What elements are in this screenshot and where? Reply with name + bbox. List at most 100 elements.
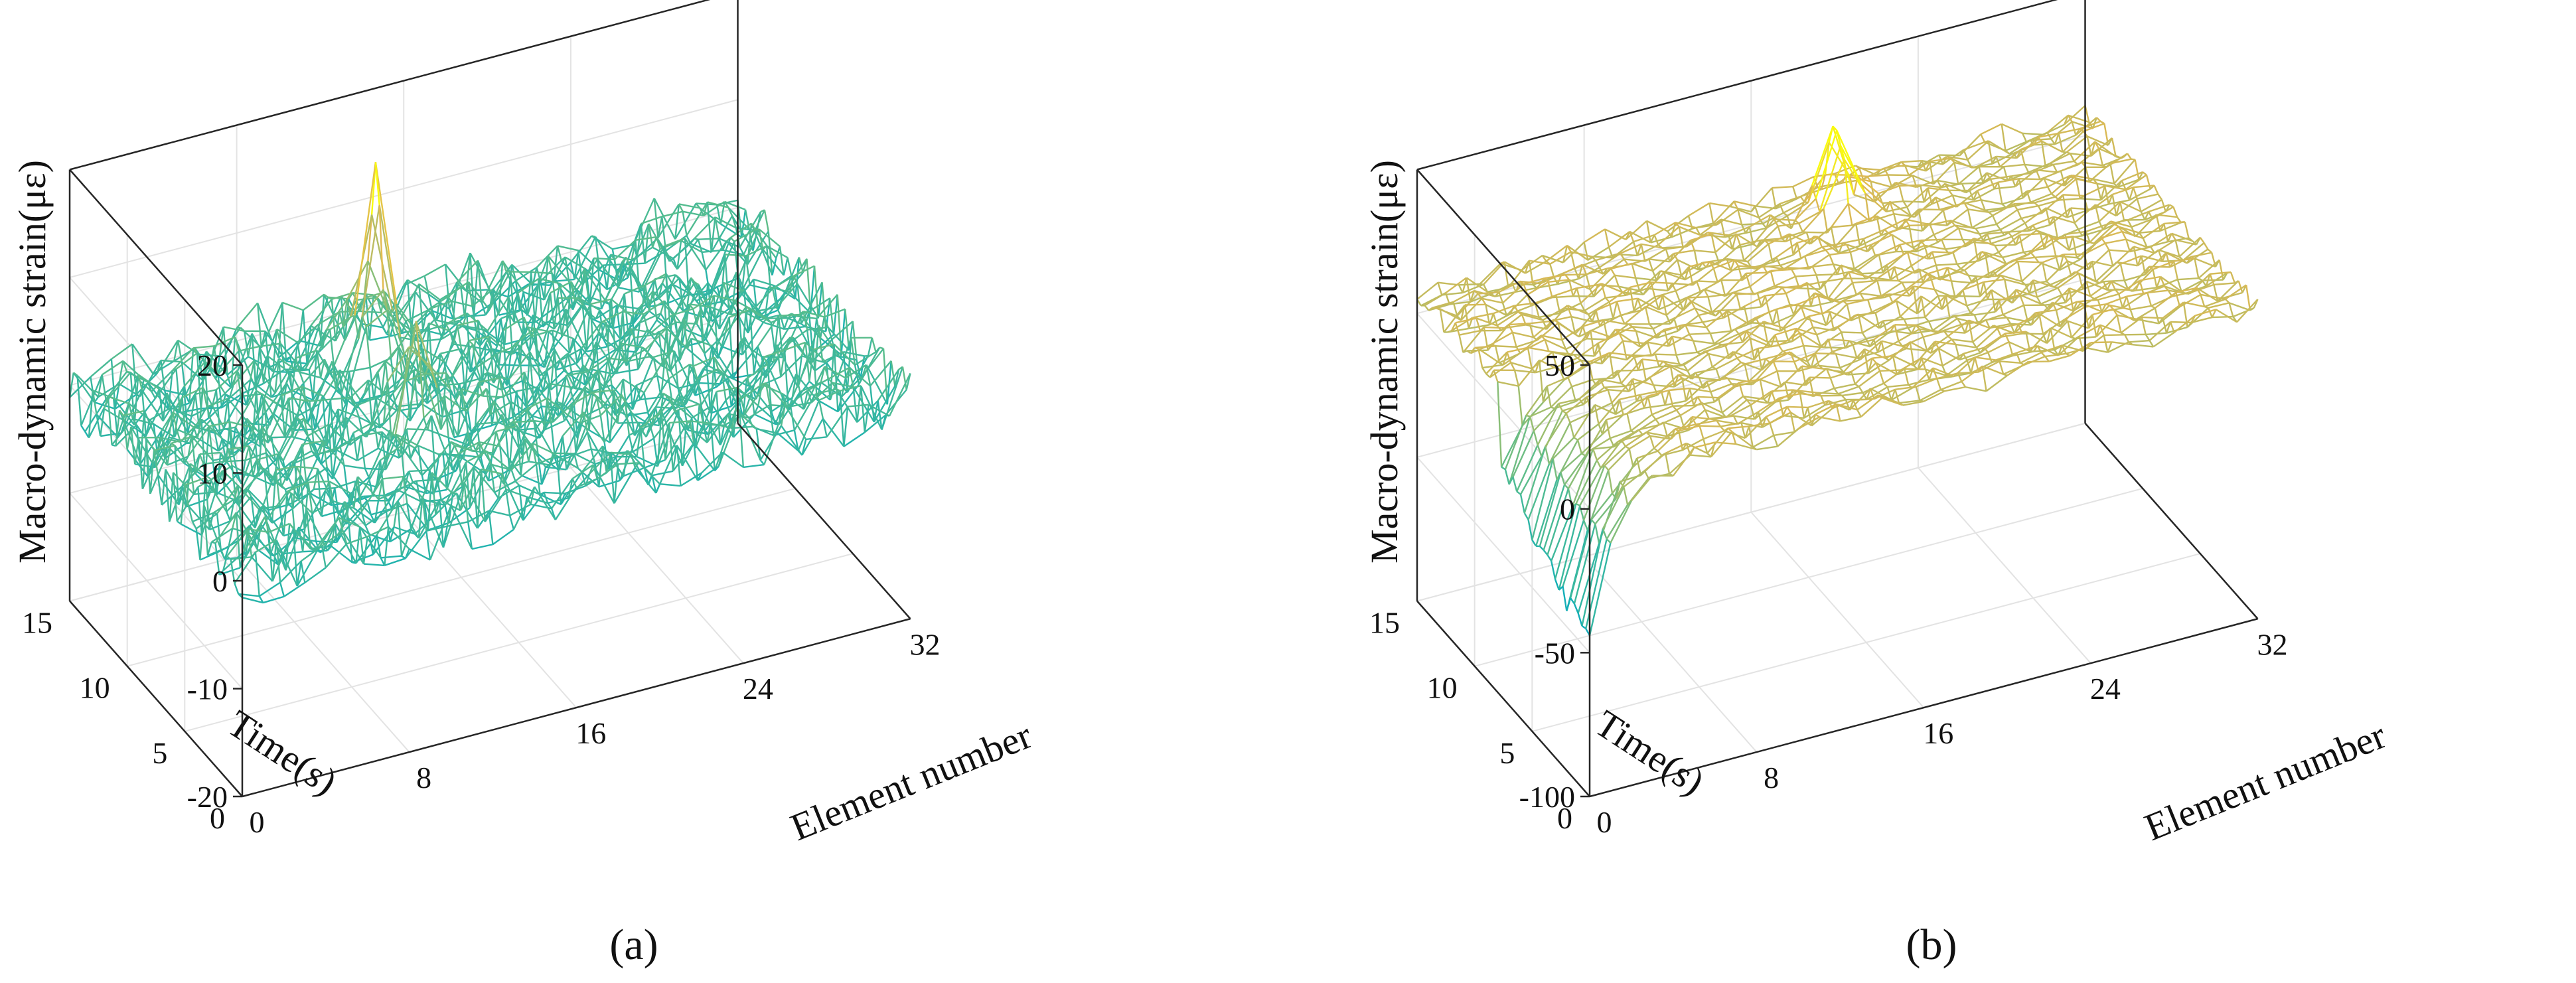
surface-mark: [1571, 315, 1593, 323]
surface-mark: [2049, 207, 2072, 226]
surface-mark: [2129, 187, 2135, 200]
surface-mark: [477, 320, 483, 386]
x-tick-label: 0: [250, 805, 265, 839]
surface-mark: [592, 464, 615, 504]
surface-mark: [1635, 277, 1657, 281]
surface-mark: [459, 482, 465, 511]
surface-mark: [1521, 254, 1543, 271]
surface-mark: [280, 386, 303, 397]
surface-mark: [1596, 301, 1618, 311]
surface-mark: [218, 567, 241, 575]
surface-mark: [1859, 293, 1865, 301]
surface-mark: [2018, 234, 2024, 253]
surface-mark: [866, 364, 888, 405]
surface-mark: [1802, 208, 1825, 233]
surface-mark: [706, 202, 712, 253]
surface-mark: [1755, 317, 1761, 326]
surface-mark: [463, 325, 485, 331]
surface-mark: [1610, 352, 1631, 356]
surface-mark: [546, 352, 569, 372]
surface-mark: [372, 534, 378, 555]
surface-mark: [1583, 242, 1589, 261]
surface-mark: [1569, 412, 1592, 423]
surface-mark: [670, 338, 692, 372]
surface-mark: [1576, 287, 1582, 304]
surface-mark: [1878, 254, 1884, 273]
surface-mark: [1483, 326, 1505, 329]
surface-mark: [1547, 376, 1568, 387]
surface-mark: [177, 339, 200, 355]
surface-mark: [206, 479, 212, 500]
surface-mark: [1975, 276, 1981, 297]
surface-mark: [558, 423, 581, 471]
surface-mark: [1504, 261, 1526, 274]
surface-mark: [699, 382, 720, 385]
surface-mark: [832, 382, 837, 390]
surface-mark: [445, 372, 451, 390]
surface-mark: [585, 304, 591, 352]
grid-line: [236, 556, 410, 753]
surface-mark: [1616, 301, 1622, 316]
surface-mark: [1652, 253, 1675, 271]
surface-mark: [777, 432, 799, 451]
surface-mark: [489, 335, 512, 356]
surface-mark: [824, 366, 830, 380]
surface-mark: [801, 439, 807, 455]
surface-mark: [2052, 216, 2058, 238]
surface-mark: [1992, 153, 2014, 165]
surface-mark: [1544, 339, 1550, 352]
z-axis-label: Macro-dynamic strain(με): [11, 160, 54, 564]
x-tick-label: 24: [743, 672, 773, 706]
surface-mark: [484, 427, 506, 474]
surface-mark: [263, 398, 286, 437]
surface-mark: [2017, 205, 2039, 211]
surface-mark: [1651, 281, 1672, 285]
surface-mark: [331, 432, 354, 480]
surface-mark: [1601, 355, 1607, 364]
surface-mark: [1450, 322, 1456, 331]
surface-mark: [757, 315, 780, 347]
surface-mark: [502, 371, 525, 398]
surface-mark: [1537, 403, 1560, 446]
surface-mark: [2076, 178, 2097, 185]
surface-mark: [1506, 352, 1512, 363]
surface-mark: [232, 360, 255, 386]
surface-mark: [173, 340, 179, 362]
surface-mark: [1876, 280, 1882, 297]
surface-mark: [2127, 219, 2133, 228]
surface-mark: [2001, 197, 2024, 205]
surface-mark: [535, 402, 558, 429]
surface-mark: [2137, 193, 2159, 200]
surface-mark: [1843, 238, 1864, 244]
surface-mark: [1622, 340, 1628, 360]
surface-mark: [1648, 258, 1654, 271]
surface-mark: [740, 384, 763, 400]
surface-mark: [672, 365, 694, 406]
surface-mark: [417, 496, 423, 538]
surface-mark: [844, 309, 850, 351]
surface-mark: [131, 343, 154, 375]
surface-mark: [1628, 378, 1633, 392]
surface-mark: [1529, 406, 1552, 417]
surface-mark: [1507, 346, 1529, 353]
x-axis-label: Element number: [785, 714, 1037, 849]
surface-mark: [174, 445, 196, 475]
surface-mark: [2097, 226, 2119, 243]
surface-mark: [463, 482, 469, 522]
surface-mark: [577, 369, 599, 439]
surface-mark: [107, 396, 113, 445]
surface-mark: [595, 341, 618, 374]
surface-mark: [1775, 198, 1797, 210]
surface-mark: [862, 364, 868, 376]
surface-mark: [1517, 386, 1523, 426]
grid-line: [1416, 313, 1590, 510]
surface-mark: [1699, 309, 1720, 317]
surface-mark: [295, 349, 317, 359]
surface-mark: [479, 318, 502, 346]
surface-mark: [309, 398, 331, 402]
surface-mark: [421, 338, 443, 342]
surface-mark: [1878, 315, 1901, 329]
surface-mark: [1580, 359, 1602, 364]
surface-mark: [1943, 267, 1949, 277]
surface-mark: [2072, 121, 2093, 129]
